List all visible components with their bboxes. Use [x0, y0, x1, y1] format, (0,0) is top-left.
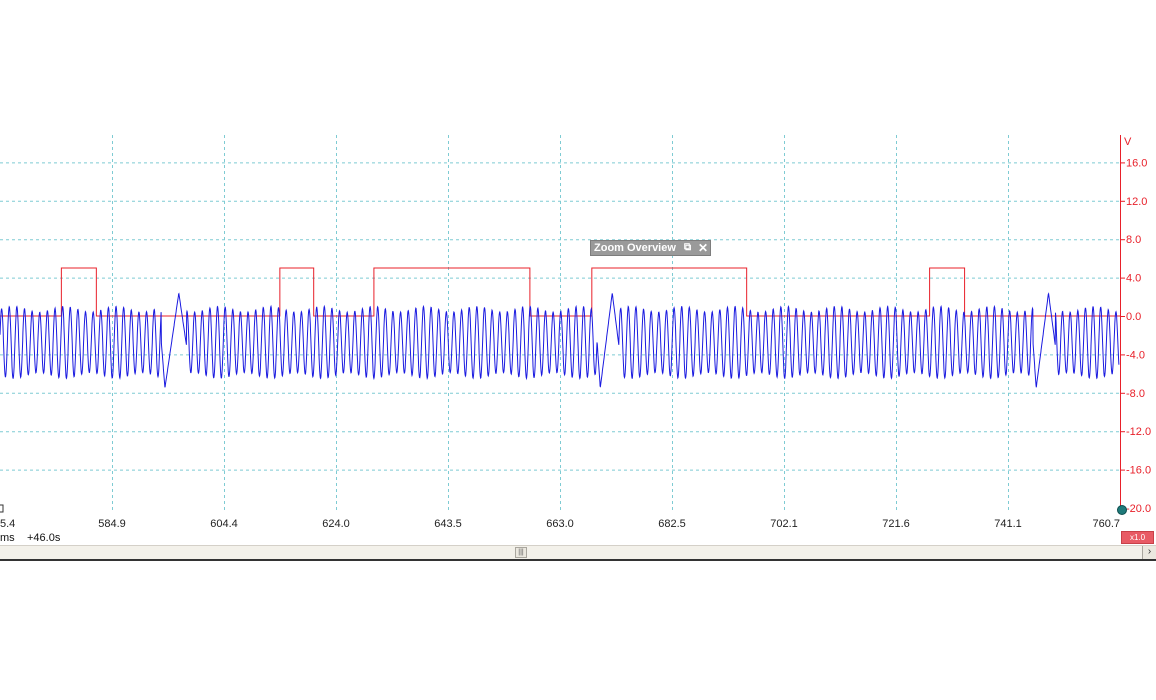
x-tick-label: 760.7 — [1092, 518, 1120, 530]
chart-grid — [0, 135, 1121, 512]
x-tick-label: 584.9 — [98, 518, 126, 530]
status-offset: +46.0s — [27, 532, 61, 544]
red-digital-trace — [0, 267, 1120, 317]
scrollbar-thumb[interactable]: ||| — [515, 547, 527, 558]
y-tick-label: -8.0 — [1126, 388, 1145, 400]
x-tick-label: 702.1 — [770, 518, 798, 530]
y-tick-label: 0.0 — [1126, 311, 1141, 323]
x-axis-ticks: 5.4 584.9 604.4 624.0 643.5 663.0 682.5 702.1 72… — [0, 518, 1120, 530]
bottom-divider — [0, 559, 1156, 561]
scroll-right-arrow-icon[interactable]: › — [1142, 546, 1156, 559]
y-tick-label: 8.0 — [1126, 234, 1141, 246]
scope-chart: 16.0 12.0 8.0 4.0 0.0 -4.0 -8.0 -12.0 -16.0 -20.0… — [0, 135, 1151, 544]
y-tick-label: -4.0 — [1126, 349, 1145, 361]
y-axis-ticks: 16.0 12.0 8.0 4.0 0.0 -4.0 -8.0 -12.0 -16.0 -20.0 — [1120, 157, 1151, 515]
x-tick-label: 604.4 — [210, 518, 238, 530]
y-tick-label: -20.0 — [1126, 503, 1151, 515]
zoom-overview-panel[interactable]: Zoom Overview ⧉ ✕ — [590, 240, 711, 256]
x-tick-label: 643.5 — [434, 518, 462, 530]
x-tick-label: 682.5 — [658, 518, 686, 530]
y-tick-label: -12.0 — [1126, 426, 1151, 438]
x-tick-label: 741.1 — [994, 518, 1022, 530]
y-tick-label: -16.0 — [1126, 465, 1151, 477]
y-tick-label: 16.0 — [1126, 157, 1147, 169]
channel-marker-icon[interactable] — [1117, 505, 1127, 515]
horizontal-scrollbar[interactable]: ||| › — [0, 545, 1156, 559]
y-axis-unit: V — [1124, 136, 1132, 148]
x-tick-label: 663.0 — [546, 518, 574, 530]
x-tick-label: 624.0 — [322, 518, 350, 530]
x-tick-label: 5.4 — [0, 518, 15, 530]
status-left-label: ms — [0, 532, 15, 544]
x-tick-label: 721.6 — [882, 518, 910, 530]
y-tick-label: 12.0 — [1126, 196, 1147, 208]
close-icon[interactable]: ✕ — [698, 241, 709, 255]
zoom-overview-title: Zoom Overview — [594, 242, 676, 254]
y-tick-label: 4.0 — [1126, 273, 1141, 285]
left-marker-icon[interactable] — [0, 504, 4, 513]
zoom-level-badge[interactable]: x1.0 — [1121, 531, 1154, 544]
blue-signal-trace — [0, 292, 1120, 388]
restore-icon[interactable]: ⧉ — [684, 242, 692, 253]
